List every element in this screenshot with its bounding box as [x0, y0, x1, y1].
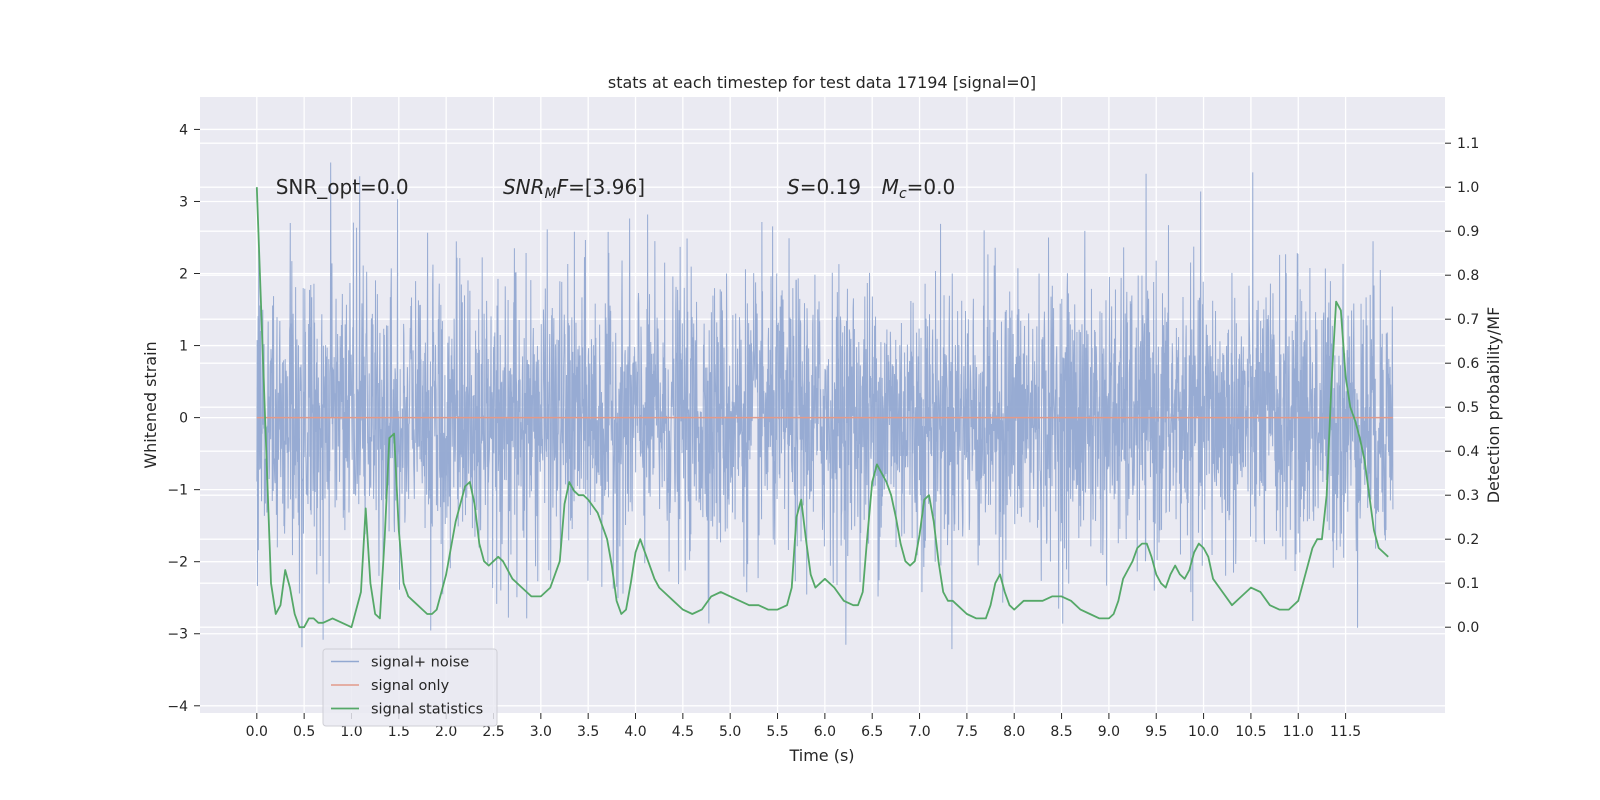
left-y-tick-label: −2: [167, 555, 188, 571]
x-tick-label: 8.0: [1003, 724, 1025, 740]
x-tick-label: 0.5: [293, 724, 315, 740]
right-y-axis-label: Detection probability/MF: [1484, 307, 1503, 504]
legend-label-signal-statistics: signal statistics: [371, 702, 483, 718]
x-tick-label: 11.5: [1330, 724, 1361, 740]
left-y-tick-label: 0: [179, 411, 188, 427]
annotations: SNR_opt=0.0 SNRMF=[3.96] S=0.19 Mc=0.0: [276, 175, 955, 202]
x-axis-ticks: 0.0 0.5 1.0 1.5 2.0 2.5 3.0 3.5 4.0 4.5 5.0 5.5 6.0 6…: [246, 713, 1361, 740]
signal-statistics-series: [255, 187, 1389, 629]
x-tick-label: 4.0: [624, 724, 646, 740]
signal-noise-series: [256, 162, 1394, 650]
x-tick-label: 9.5: [1145, 724, 1167, 740]
x-tick-label: 7.5: [956, 724, 978, 740]
right-y-tick-label: 0.0: [1457, 620, 1479, 636]
x-tick-label: 5.0: [719, 724, 741, 740]
x-tick-label: 8.5: [1050, 724, 1072, 740]
right-y-tick-label: 0.9: [1457, 224, 1479, 240]
x-tick-label: 1.0: [340, 724, 362, 740]
legend-box: [322, 648, 498, 727]
x-tick-label: 11.0: [1283, 724, 1314, 740]
legend-label-signal-only: signal only: [371, 678, 450, 694]
x-tick-label: 6.0: [814, 724, 836, 740]
right-y-tick-label: 0.4: [1457, 444, 1479, 460]
right-y-tick-label: 0.2: [1457, 532, 1479, 548]
right-y-tick-label: 0.7: [1457, 312, 1479, 328]
chart-title: stats at each timestep for test data 171…: [608, 73, 1036, 92]
signal-noise-line: [256, 162, 1394, 650]
x-axis-label: Time (s): [788, 746, 854, 765]
x-tick-label: 0.0: [246, 724, 268, 740]
annotation-1: SNRMF=[3.96]: [503, 175, 645, 202]
x-tick-label: 9.0: [1098, 724, 1120, 740]
left-y-axis-label: Whitened strain: [141, 341, 160, 468]
left-y-tick-label: 2: [179, 267, 188, 283]
right-y-tick-label: 0.6: [1457, 356, 1479, 372]
left-y-tick-label: 4: [179, 122, 188, 138]
right-y-tick-label: 0.5: [1457, 400, 1479, 416]
right-y-tick-label: 0.8: [1457, 268, 1479, 284]
legend: signal+ noise signal only signal statist…: [322, 648, 498, 727]
x-tick-label: 2.0: [435, 724, 457, 740]
x-tick-label: 1.5: [388, 724, 410, 740]
left-y-tick-label: −3: [167, 627, 188, 643]
x-tick-label: 10.5: [1235, 724, 1266, 740]
x-tick-label: 6.5: [861, 724, 883, 740]
x-tick-label: 7.0: [908, 724, 930, 740]
right-y-tick-label: 0.3: [1457, 488, 1479, 504]
annotation-2: S=0.19: [787, 175, 861, 199]
x-tick-label: 4.5: [672, 724, 694, 740]
annotation-3: Mc=0.0: [882, 175, 956, 202]
x-tick-label: 3.0: [530, 724, 552, 740]
x-tick-label: 2.5: [482, 724, 504, 740]
right-y-tick-label: 1.1: [1457, 136, 1479, 152]
signal-statistics-line: [255, 187, 1389, 629]
x-tick-label: 3.5: [577, 724, 599, 740]
left-y-tick-label: −1: [167, 483, 188, 499]
right-y-axis-ticks: 0.0 0.1 0.2 0.3 0.4 0.5 0.6 0.7 0.8 0.9 1.0 1.1: [1445, 136, 1479, 636]
x-tick-label: 5.5: [766, 724, 788, 740]
left-y-tick-label: 1: [179, 339, 188, 355]
annotation-0: SNR_opt=0.0: [276, 175, 409, 199]
x-tick-label: 10.0: [1188, 724, 1219, 740]
left-y-axis-ticks: −4 −3 −2 −1 0 1 2 3 4: [167, 122, 200, 715]
right-y-tick-label: 0.1: [1457, 576, 1479, 592]
left-y-tick-label: 3: [179, 194, 188, 210]
legend-label-signal-noise: signal+ noise: [371, 655, 469, 671]
left-y-tick-label: −4: [167, 699, 188, 715]
right-y-tick-label: 1.0: [1457, 180, 1479, 196]
